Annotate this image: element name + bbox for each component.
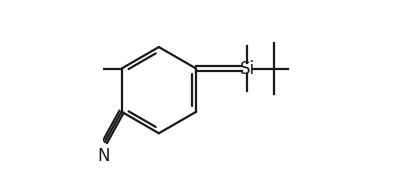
Text: Si: Si [239,60,254,78]
Text: N: N [97,147,109,165]
